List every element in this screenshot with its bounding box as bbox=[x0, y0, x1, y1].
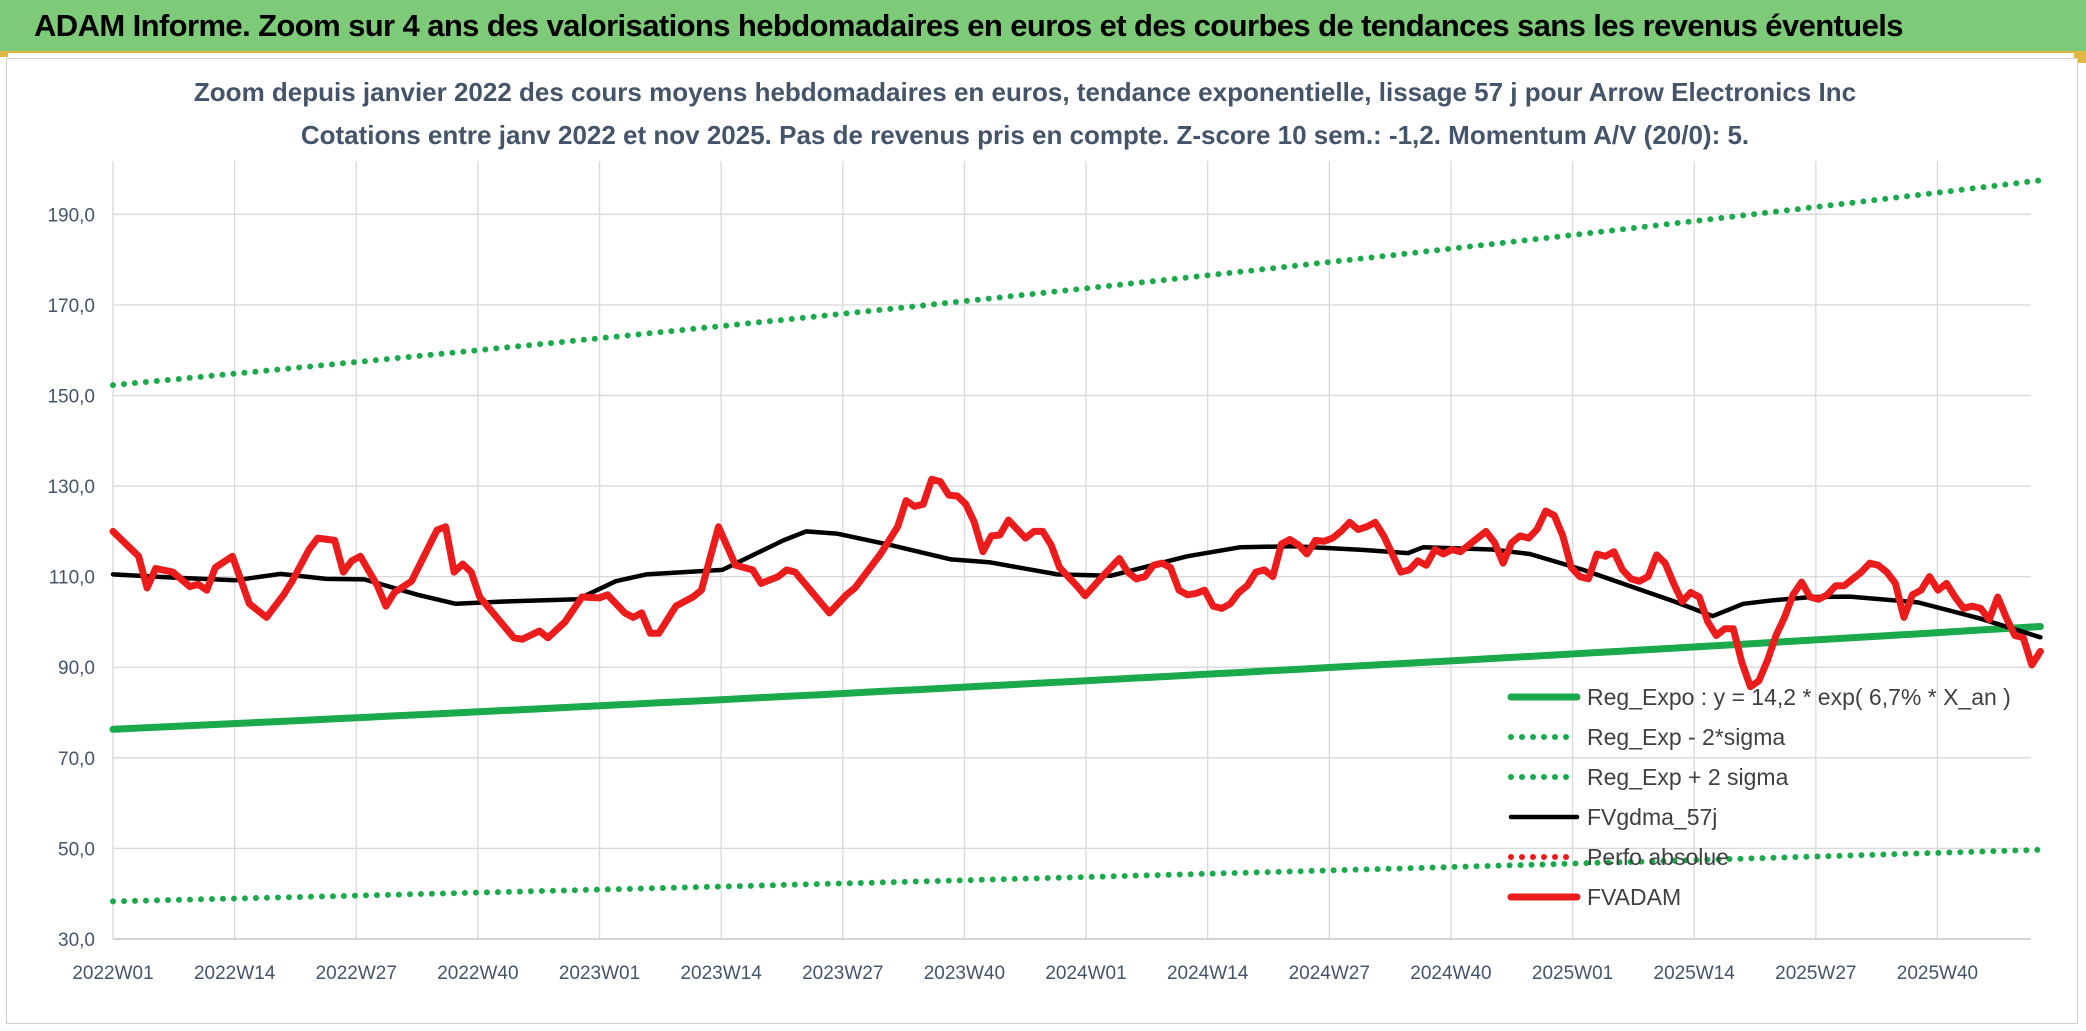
x-tick-label: 2025W14 bbox=[1654, 963, 1736, 984]
x-axis: 2022W01 2022W14 2022W27 2022W40 2023W01 2023W… bbox=[72, 963, 1978, 984]
x-tick-label: 2024W27 bbox=[1289, 963, 1370, 984]
series-line bbox=[109, 623, 2044, 733]
x-tick-label: 2023W40 bbox=[924, 963, 1005, 984]
y-tick-label: 50,0 bbox=[58, 839, 95, 860]
report-title-bar: ADAM Informe. Zoom sur 4 ans des valoris… bbox=[0, 0, 2086, 53]
x-tick-label: 2022W14 bbox=[194, 963, 276, 984]
y-tick-label: 130,0 bbox=[47, 477, 95, 498]
x-tick-label: 2022W01 bbox=[72, 963, 153, 984]
x-tick-label: 2023W27 bbox=[802, 963, 883, 984]
x-tick-label: 2025W01 bbox=[1532, 963, 1613, 984]
y-tick-label: 110,0 bbox=[49, 568, 95, 589]
series-line bbox=[110, 529, 2043, 640]
x-tick-label: 2022W40 bbox=[437, 963, 518, 984]
legend-label: FVADAM bbox=[1587, 884, 1681, 910]
y-axis: 30,0 50,0 70,0 90,0 110,0 130,0 150,0 170,0 190,… bbox=[47, 205, 95, 951]
legend-label: Reg_Exp - 2*sigma bbox=[1587, 724, 1785, 750]
x-tick-label: 2025W27 bbox=[1775, 963, 1856, 984]
y-tick-label: 150,0 bbox=[47, 386, 95, 407]
line-chart: Zoom depuis janvier 2022 des cours moyen… bbox=[47, 77, 2044, 984]
y-tick-label: 30,0 bbox=[58, 930, 95, 951]
series-line bbox=[109, 475, 2044, 691]
y-tick-label: 170,0 bbox=[47, 296, 95, 317]
report-title: ADAM Informe. Zoom sur 4 ans des valoris… bbox=[34, 8, 1904, 43]
y-tick-label: 90,0 bbox=[58, 658, 95, 679]
x-tick-label: 2025W40 bbox=[1897, 963, 1978, 984]
legend-label: Reg_Expo : y = 14,2 * exp( 6,7% * X_an ) bbox=[1587, 684, 2011, 710]
legend: Reg_Expo : y = 14,2 * exp( 6,7% * X_an )… bbox=[1507, 684, 2011, 910]
chart-area: Zoom depuis janvier 2022 des cours moyen… bbox=[6, 58, 2078, 1024]
y-tick-label: 190,0 bbox=[47, 205, 95, 226]
x-tick-label: 2023W01 bbox=[559, 963, 640, 984]
x-tick-label: 2024W40 bbox=[1410, 963, 1491, 984]
legend-label: Perfo absolue bbox=[1587, 844, 1729, 870]
series-group bbox=[109, 177, 2044, 905]
grid bbox=[112, 161, 2031, 940]
legend-label: FVgdma_57j bbox=[1587, 804, 1717, 830]
x-tick-label: 2024W01 bbox=[1045, 963, 1126, 984]
x-tick-label: 2022W27 bbox=[316, 963, 397, 984]
x-tick-label: 2023W14 bbox=[680, 963, 762, 984]
x-tick-label: 2024W14 bbox=[1167, 963, 1249, 984]
y-tick-label: 70,0 bbox=[58, 749, 95, 770]
corner-accent-left bbox=[0, 53, 8, 57]
series-line bbox=[110, 177, 2044, 389]
chart-title-line1: Zoom depuis janvier 2022 des cours moyen… bbox=[194, 77, 1856, 107]
series-line bbox=[110, 846, 2044, 905]
chart-title-line2: Cotations entre janv 2022 et nov 2025. P… bbox=[301, 120, 1749, 150]
legend-label: Reg_Exp + 2 sigma bbox=[1587, 764, 1789, 790]
corner-accent-right bbox=[2074, 53, 2086, 63]
